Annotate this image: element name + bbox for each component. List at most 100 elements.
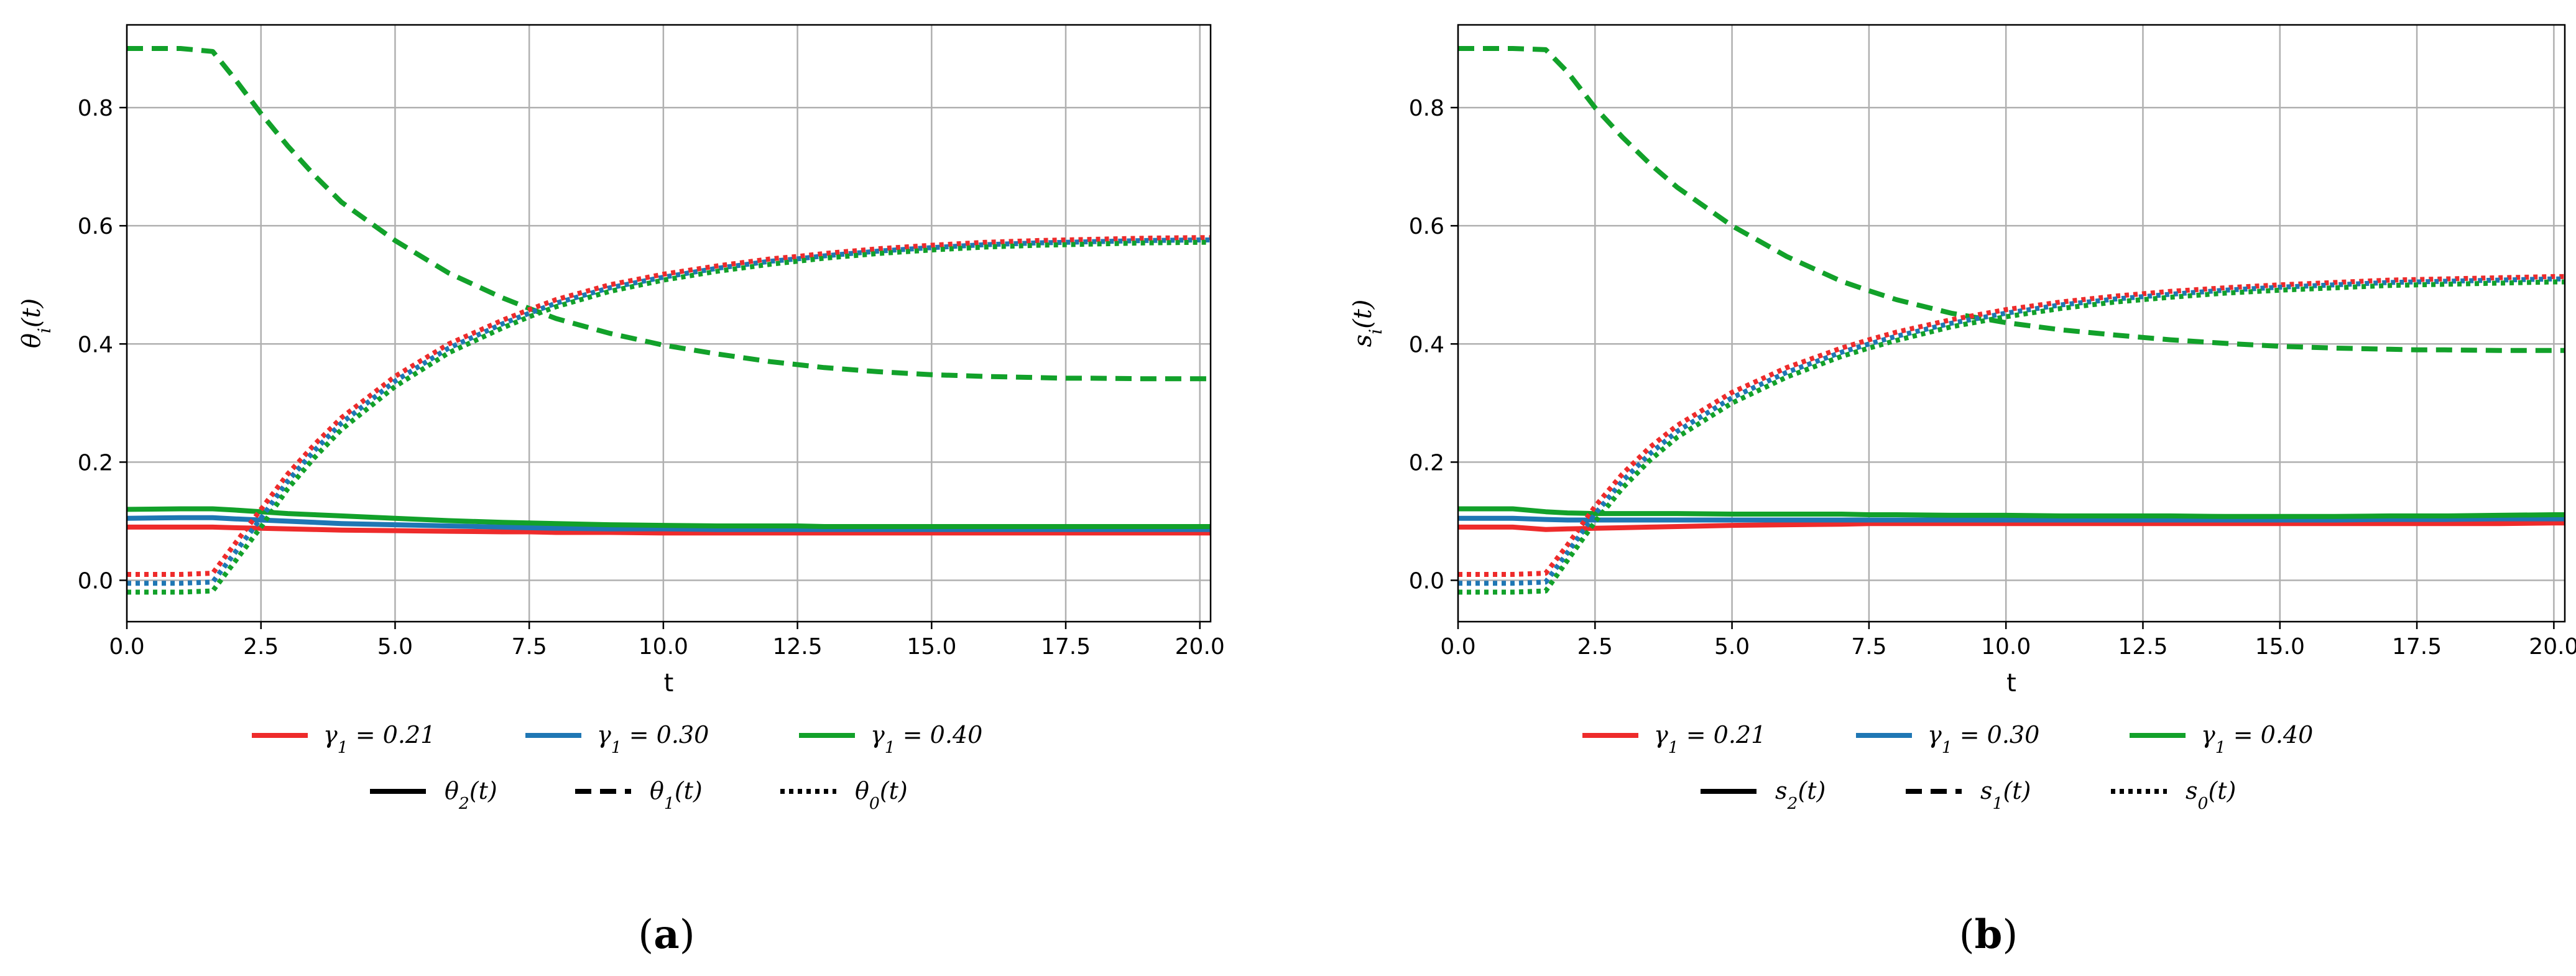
y-axis-label-group: θi(t) [17,298,55,348]
x-tick-label-1: 2.5 [1577,634,1613,660]
legend-label-dotted: θ0(t) [855,777,908,813]
y-tick-label-2: 0.4 [78,332,113,357]
y-tick-label-3: 0.6 [1409,214,1444,239]
legend-label-gamma_030-tail: = 0.30 [1952,721,2040,748]
legend-label-gamma_021: γ1 = 0.21 [323,721,435,757]
panel-caption-letter: a [653,911,679,958]
legend-label-dotted-tail: (t) [2208,777,2236,804]
series-line-θ2-gamma_040-solid [127,506,1211,529]
x-ticks: 0.0 2.5 5.0 7.5 10.0 12.5 15.0 17.5 20.0 [1440,622,2576,660]
legend-label-dotted-sub: 0 [2198,794,2209,813]
legend-label-gamma_030: γ1 = 0.30 [597,721,709,757]
y-ticks: 0.0 0.2 0.4 0.6 0.8 [78,96,127,594]
y-tick-label-3: 0.6 [78,214,113,239]
legend-label-gamma_040-base: γ [2201,721,2215,748]
legend-label-dashed-base: θ [650,777,664,804]
legend-label-gamma_040-base: γ [870,721,885,748]
y-axis-label-tail: (t) [1349,300,1377,329]
x-tick-label-2: 5.0 [377,634,413,660]
x-tick-label-3: 7.5 [1851,634,1886,660]
y-axis-label-sub: i [34,328,55,333]
x-tick-label-7: 17.5 [1041,634,1091,660]
y-tick-label-1: 0.2 [1409,450,1444,476]
legend-label-solid: θ2(t) [445,777,497,813]
legend-label-gamma_040-tail: = 0.40 [895,721,983,748]
panel-caption-open: ( [1959,912,1975,958]
y-axis-label-sub: i [1365,329,1386,334]
legend-label-gamma_021-sub: 1 [338,738,348,757]
x-tick-label-3: 7.5 [512,634,547,660]
x-tick-label-1: 2.5 [243,634,279,660]
series-group [1458,46,2565,595]
legend-label-gamma_021: γ1 = 0.21 [1654,721,1766,757]
panel-caption: (a) [638,911,695,958]
x-ticks: 0.0 2.5 5.0 7.5 10.0 12.5 15.0 17.5 20.0 [109,622,1225,660]
x-tick-label-4: 10.0 [1981,634,2031,660]
y-axis-label: si(t) [1349,300,1386,348]
legend-label-gamma_040-sub: 1 [885,738,895,757]
x-tick-label-2: 5.0 [1714,634,1750,660]
y-axis-label-tail: (t) [17,298,46,328]
legend-label-gamma_021-base: γ [323,721,338,748]
series-line-s2-gamma_040-solid [1458,506,2565,519]
legend-label-dashed-base: s [1980,777,1993,804]
x-tick-label-5: 12.5 [2118,634,2167,660]
legend-label-gamma_040-tail: = 0.40 [2226,721,2314,748]
series-line-θ1-gamma_040-dashed [127,46,1211,382]
legend-label-dashed: s1(t) [1980,777,2031,813]
legend-label-dashed: θ1(t) [650,777,703,813]
legend-label-dashed-tail: (t) [675,777,703,804]
legend-label-gamma_030: γ1 = 0.30 [1927,721,2039,757]
legend-label-dashed-tail: (t) [2003,777,2031,804]
legend-label-solid-tail: (t) [469,777,497,804]
series-line-θ0-gamma_030-dotted [127,237,1211,586]
panel-caption-open: ( [638,912,653,958]
series-line-θ2-gamma_030-solid [127,515,1211,532]
x-tick-label-8: 20.0 [2529,634,2576,660]
x-tick-label-4: 10.0 [639,634,688,660]
legend-label-gamma_030-base: γ [1927,721,1942,748]
y-tick-label-4: 0.8 [1409,96,1444,121]
panel-caption-letter: b [1975,911,2003,958]
panel-caption-close: ) [680,912,695,958]
panel-a: 0.0 2.5 5.0 7.5 10.0 12.5 15.0 17.5 20.00.00.20.… [17,24,1225,958]
legend-label-gamma_021-tail: = 0.21 [348,721,436,748]
x-tick-label-8: 20.0 [1175,634,1225,660]
legend-label-solid-sub: 2 [1787,794,1798,813]
legend-label-gamma_030-sub: 1 [1942,738,1952,757]
x-tick-label-0: 0.0 [109,634,144,660]
series-line-s1-gamma_040-dashed [1458,46,2565,353]
y-axis-label-base: s [1349,334,1377,348]
legend-label-dashed-sub: 1 [664,794,675,813]
y-axis-label-group: si(t) [1349,300,1386,348]
grid-lines [1457,25,2565,622]
panel-caption: (b) [1959,911,2018,958]
y-ticks: 0.0 0.2 0.4 0.6 0.8 [1409,96,1458,594]
x-tick-label-5: 12.5 [773,634,823,660]
legend-label-gamma_040: γ1 = 0.40 [870,721,982,757]
legend-label-dotted-base: s [2186,777,2198,804]
legend-label-gamma_021-tail: = 0.21 [1679,721,1766,748]
axes-frame [126,24,1212,623]
x-tick-label-6: 15.0 [907,634,956,660]
y-axis-label-base: θ [17,333,46,348]
y-tick-label-2: 0.4 [1409,332,1444,357]
legend-label-gamma_021-sub: 1 [1668,738,1679,757]
legend-label-gamma_021-base: γ [1654,721,1668,748]
y-tick-label-4: 0.8 [78,96,113,121]
y-tick-label-0: 0.0 [1409,568,1444,594]
legend-label-solid-base: s [1775,777,1788,804]
x-axis-label: t [664,669,674,697]
legend-label-dotted: s0(t) [2186,777,2236,813]
legend-label-gamma_040: γ1 = 0.40 [2201,721,2313,757]
series-line-s0-gamma_040-dotted [1458,279,2565,595]
legend-label-solid-base: θ [445,777,459,804]
axes-frame [1457,24,2566,623]
legend-label-gamma_030-sub: 1 [611,738,622,757]
y-tick-label-0: 0.0 [78,568,113,594]
panel-caption-close: ) [2002,912,2018,958]
y-tick-label-1: 0.2 [78,450,113,476]
